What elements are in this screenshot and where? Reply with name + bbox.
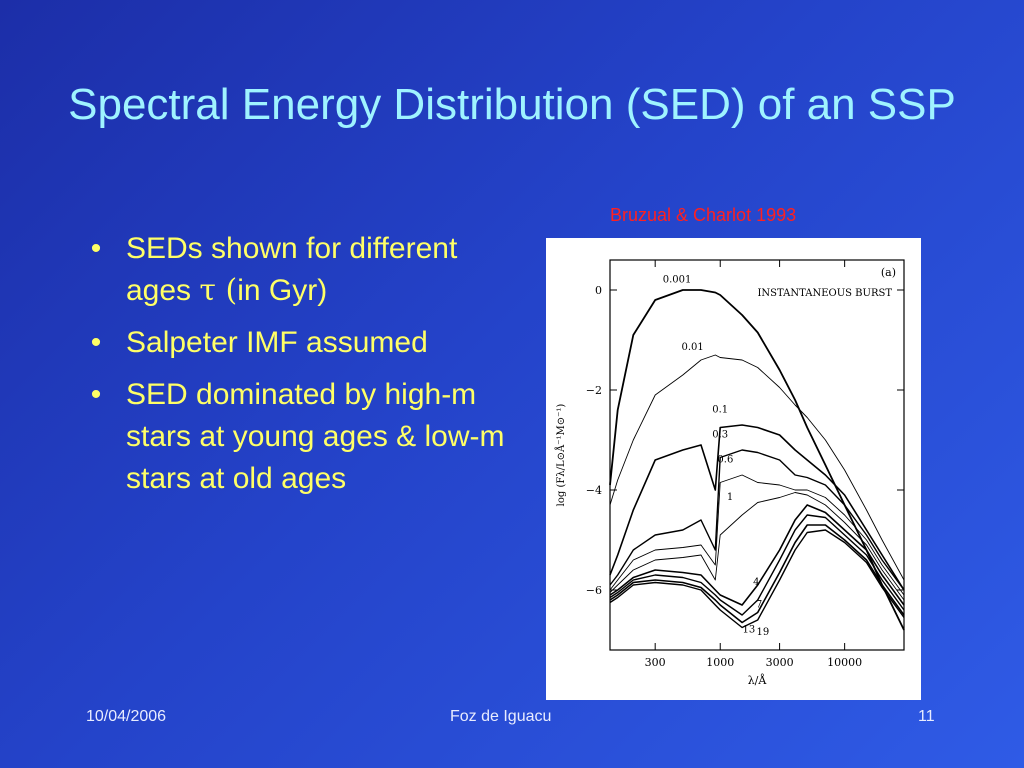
y-tick-label: −6 bbox=[586, 584, 602, 597]
footer-center: Foz de Iguacu bbox=[450, 708, 552, 725]
annotation-label: INSTANTANEOUS BURST bbox=[757, 288, 892, 299]
series-label: 0.6 bbox=[717, 455, 733, 466]
plot-frame bbox=[609, 259, 905, 651]
bullet-item: • Salpeter IMF assumed bbox=[86, 322, 506, 364]
bullet-dot-icon: • bbox=[90, 232, 102, 265]
footer-date: 10/04/2006 bbox=[86, 708, 167, 725]
panel-label: (a) bbox=[881, 266, 896, 279]
series-label: 19 bbox=[756, 627, 769, 638]
series-line bbox=[609, 504, 905, 606]
series-line bbox=[609, 449, 905, 591]
series-label: 7 bbox=[756, 600, 762, 611]
y-tick-label: −4 bbox=[586, 484, 602, 497]
series-label: 0.01 bbox=[682, 342, 704, 353]
series-line bbox=[609, 424, 905, 591]
series-line bbox=[609, 289, 905, 631]
series-label: 13 bbox=[743, 625, 756, 636]
bullet-list: • SEDs shown for different ages τ (in Gy… bbox=[86, 228, 506, 510]
sed-chart: 300 1000 3000 10000 0 −2 −4 −6 λ/Å log (Fλ/L⊙Å⁻¹M… bbox=[555, 259, 905, 687]
bullet-item: • SED dominated by high-m stars at young… bbox=[86, 374, 506, 500]
bullet-dot-icon: • bbox=[90, 378, 102, 411]
y-tick-label: 0 bbox=[595, 284, 602, 297]
series-label: 0.001 bbox=[663, 275, 692, 286]
series-line bbox=[609, 514, 905, 616]
y-tick-label: −2 bbox=[586, 384, 602, 397]
series-label: 0.3 bbox=[712, 430, 728, 441]
bullet-text-post: in Gyr) bbox=[237, 274, 328, 307]
sed-figure: 300 1000 3000 10000 0 −2 −4 −6 λ/Å log (Fλ/L⊙Å⁻¹M… bbox=[546, 238, 921, 700]
x-tick-label: 3000 bbox=[766, 656, 794, 669]
slide-title: Spectral Energy Distribution (SED) of an… bbox=[68, 80, 956, 129]
bullet-item: • SEDs shown for different ages τ (in Gy… bbox=[86, 228, 506, 312]
y-axis-label: log (Fλ/L⊙Å⁻¹M⊙⁻¹) bbox=[555, 404, 567, 507]
footer-page-number: 11 bbox=[918, 708, 935, 725]
bullet-dot-icon: • bbox=[90, 326, 102, 359]
series-label: 4 bbox=[753, 577, 759, 588]
series-line bbox=[609, 492, 905, 601]
series-line bbox=[609, 524, 905, 624]
bullet-text-pre: SEDs shown for different ages bbox=[126, 232, 458, 307]
x-tick-label: 10000 bbox=[827, 656, 862, 669]
series-label: 0.1 bbox=[712, 405, 728, 416]
series-line bbox=[609, 529, 905, 629]
series-line bbox=[609, 354, 905, 581]
x-tick-label: 1000 bbox=[706, 656, 734, 669]
x-axis-label: λ/Å bbox=[748, 673, 768, 687]
figure-credit: Bruzual & Charlot 1993 bbox=[610, 205, 797, 225]
tau-symbol: τ ( bbox=[199, 273, 238, 308]
bullet-text: SED dominated by high-m stars at young a… bbox=[126, 378, 505, 495]
series-label: 1 bbox=[727, 492, 733, 503]
bullet-text: Salpeter IMF assumed bbox=[126, 326, 428, 359]
x-tick-label: 300 bbox=[645, 656, 666, 669]
series-line bbox=[609, 474, 905, 596]
